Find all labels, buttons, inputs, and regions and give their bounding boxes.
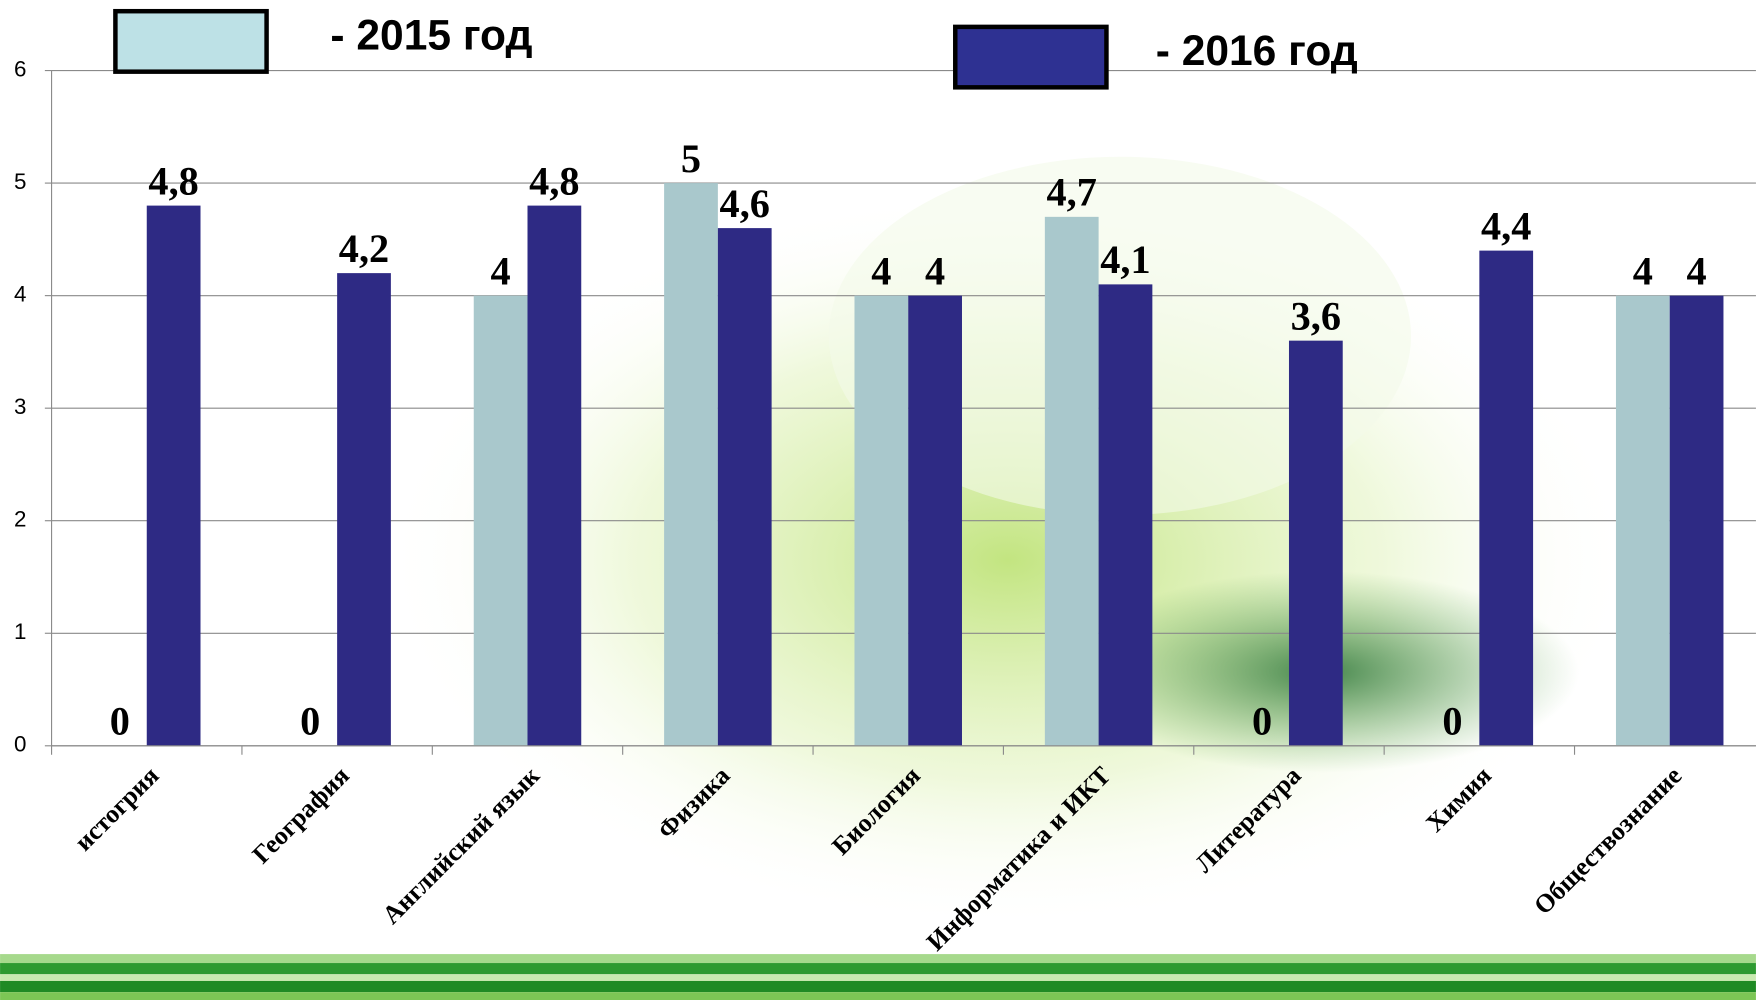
y-tick-label: 1	[14, 619, 26, 644]
x-tick-label: Английский язык	[376, 761, 545, 930]
y-tick-label: 2	[14, 507, 26, 532]
bar	[854, 295, 909, 746]
y-tick-label: 0	[14, 732, 26, 757]
value-label: 4,1	[1100, 237, 1150, 282]
value-label: 4	[491, 248, 511, 293]
value-label: 4,8	[529, 158, 579, 203]
x-tick-label: Обществознание	[1528, 761, 1687, 920]
legend-swatch	[953, 24, 1109, 90]
bar	[1669, 295, 1724, 746]
bar	[717, 228, 772, 746]
value-label: 4	[871, 248, 891, 293]
bar	[146, 205, 201, 746]
x-tick-label: истогрия	[69, 761, 165, 857]
value-label: 4,2	[339, 226, 389, 271]
y-tick-label: 3	[14, 394, 26, 419]
value-label: 5	[681, 136, 701, 181]
legend-label: - 2015 год	[330, 11, 532, 59]
bar	[1479, 250, 1534, 746]
value-label: 4,7	[1047, 170, 1097, 215]
value-label: 4	[1633, 248, 1653, 293]
y-tick-label: 6	[14, 56, 26, 81]
value-label: 4,8	[148, 158, 198, 203]
value-label: 0	[110, 699, 130, 744]
value-label: 0	[1252, 699, 1272, 744]
x-tick-label: География	[246, 761, 354, 869]
bar	[527, 205, 582, 746]
bar	[1044, 216, 1099, 746]
value-label: 4	[925, 248, 945, 293]
bar	[1098, 284, 1153, 746]
bar	[337, 273, 391, 746]
bar	[908, 295, 962, 746]
legend-swatch	[113, 8, 269, 74]
bar	[473, 295, 528, 746]
bar	[1288, 340, 1343, 746]
value-label: 4	[1687, 248, 1707, 293]
bar	[664, 183, 718, 746]
value-label: 4,4	[1481, 203, 1531, 248]
bar	[1615, 295, 1670, 746]
y-tick-label: 5	[14, 169, 26, 194]
value-label: 3,6	[1291, 293, 1341, 338]
value-label: 0	[300, 699, 320, 744]
legend-label: - 2016 год	[1156, 27, 1358, 75]
value-label: 0	[1442, 699, 1462, 744]
value-label: 4,6	[720, 181, 770, 226]
y-tick-label: 4	[14, 282, 26, 307]
